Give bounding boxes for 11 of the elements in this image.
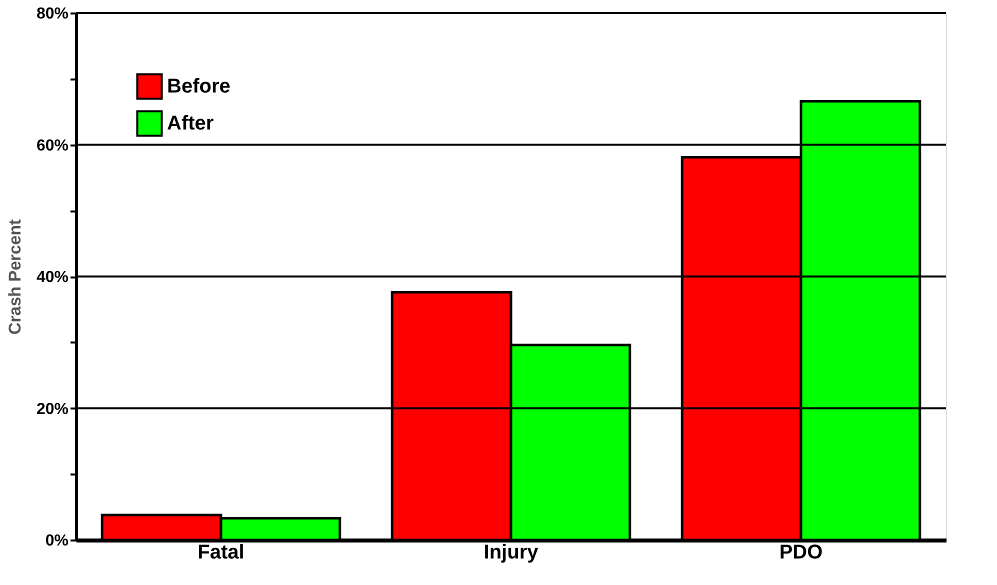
x-tick-label: Fatal	[198, 542, 244, 564]
x-tick-label: Injury	[484, 542, 540, 564]
y-tick-label: 40%	[36, 269, 68, 286]
y-tick-label: 80%	[36, 6, 68, 22]
legend-label: Before	[167, 76, 230, 98]
legend-label: After	[167, 112, 214, 134]
x-tick-label: PDO	[779, 542, 823, 564]
y-tick-label: 0%	[45, 532, 68, 550]
y-tick-label: 20%	[36, 400, 68, 418]
y-axis-title: Crash Percent	[5, 219, 24, 335]
y-tick-label: 60%	[36, 137, 68, 154]
